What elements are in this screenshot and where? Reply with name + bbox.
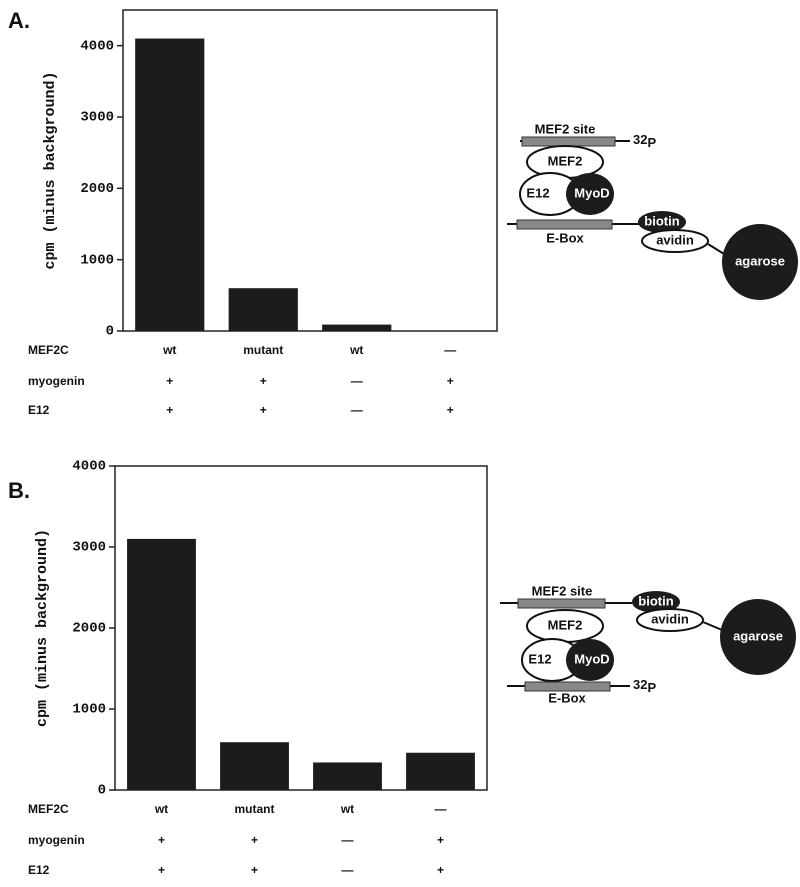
condition-label: +	[251, 863, 258, 877]
condition-label: +	[251, 833, 258, 847]
row-label: E12	[28, 403, 50, 417]
protein	[566, 639, 614, 681]
bar	[127, 538, 196, 790]
biotin-label: biotin	[644, 213, 679, 228]
x-tick-label: wt	[154, 802, 168, 816]
x-tick-label: wt	[162, 343, 176, 357]
condition-label: +	[447, 403, 454, 417]
condition-label: +	[166, 403, 173, 417]
avidin	[636, 608, 704, 632]
y-tick-label: 1000	[72, 702, 106, 718]
site	[521, 136, 616, 147]
ebox-label: E-Box	[546, 230, 584, 245]
condition-label: +	[260, 374, 267, 388]
row-label: MEF2C	[28, 343, 69, 357]
bar	[313, 762, 382, 790]
x-tick-label: mutant	[235, 802, 275, 816]
condition-label: —	[351, 403, 363, 417]
site-label: MEF2 site	[535, 121, 596, 136]
site-label: MEF2 site	[532, 583, 593, 598]
x-tick-label: mutant	[243, 343, 283, 357]
x-tick-label: wt	[340, 802, 354, 816]
bar	[322, 324, 392, 331]
bar	[228, 288, 298, 331]
biotin-label: biotin	[638, 593, 673, 608]
y-axis-label: cpm (minus background)	[42, 71, 59, 269]
row-label: MEF2C	[28, 802, 69, 816]
ebox-label: E-Box	[548, 690, 586, 705]
y-axis-label: cpm (minus background)	[34, 529, 51, 727]
y-tick-label: 0	[106, 324, 114, 340]
avidin-label: avidin	[656, 232, 694, 247]
link	[707, 243, 725, 255]
site	[517, 598, 606, 609]
agarose-label: agarose	[733, 628, 783, 643]
y-tick-label: 3000	[72, 540, 106, 556]
bar	[135, 38, 205, 332]
x-tick-label: —	[435, 802, 447, 816]
panel-label: B.	[8, 478, 30, 503]
y-tick-label: 1000	[80, 252, 114, 268]
condition-label: +	[166, 374, 173, 388]
row-label: myogenin	[28, 833, 85, 847]
agarose-label: agarose	[735, 253, 785, 268]
biotin	[638, 211, 686, 233]
agarose	[720, 599, 796, 675]
y-tick-label: 2000	[80, 181, 114, 197]
y-tick-label: 4000	[72, 459, 106, 475]
agarose	[722, 224, 798, 300]
row-label: E12	[28, 863, 50, 877]
isotope: 32P	[633, 677, 656, 695]
isotope-mass: 32	[633, 677, 647, 692]
condition-label: +	[437, 863, 444, 877]
site	[516, 219, 613, 230]
avidin	[641, 229, 709, 253]
diagram: MEF2 site MEF2 E12 MyoD 32P E-Box biotin…	[500, 583, 796, 705]
mef2-label: MEF2	[548, 617, 583, 632]
site	[524, 681, 611, 692]
y-tick-label: 0	[98, 783, 106, 799]
myod-label: MyoD	[574, 185, 609, 200]
y-tick-label: 4000	[80, 38, 114, 54]
y-tick-label: 3000	[80, 110, 114, 126]
isotope: 32P	[633, 132, 656, 150]
bar	[406, 752, 475, 790]
plot-frame	[122, 9, 498, 332]
myod-label: MyoD	[574, 651, 609, 666]
e12-label: E12	[528, 651, 551, 666]
mef2-label: MEF2	[548, 153, 583, 168]
x-tick-label: wt	[349, 343, 363, 357]
biotin	[632, 591, 680, 613]
condition-label: +	[447, 374, 454, 388]
isotope-element: P	[647, 135, 656, 150]
condition-label: +	[260, 403, 267, 417]
bar	[220, 742, 289, 790]
e12-label: E12	[526, 185, 549, 200]
y-tick-label: 2000	[72, 621, 106, 637]
row-label: myogenin	[28, 374, 85, 388]
condition-label: +	[158, 863, 165, 877]
condition-label: +	[437, 833, 444, 847]
condition-label: —	[342, 863, 354, 877]
panel-label: A.	[8, 8, 30, 33]
protein	[566, 173, 614, 215]
diagram: MEF2 site 32P MEF2 E12 MyoD E-Box biotin…	[507, 121, 798, 300]
link	[702, 621, 723, 631]
avidin-label: avidin	[651, 611, 689, 626]
isotope-mass: 32	[633, 132, 647, 147]
condition-label: —	[342, 833, 354, 847]
x-tick-label: —	[444, 343, 456, 357]
isotope-element: P	[647, 680, 656, 695]
condition-label: —	[351, 374, 363, 388]
condition-label: +	[158, 833, 165, 847]
